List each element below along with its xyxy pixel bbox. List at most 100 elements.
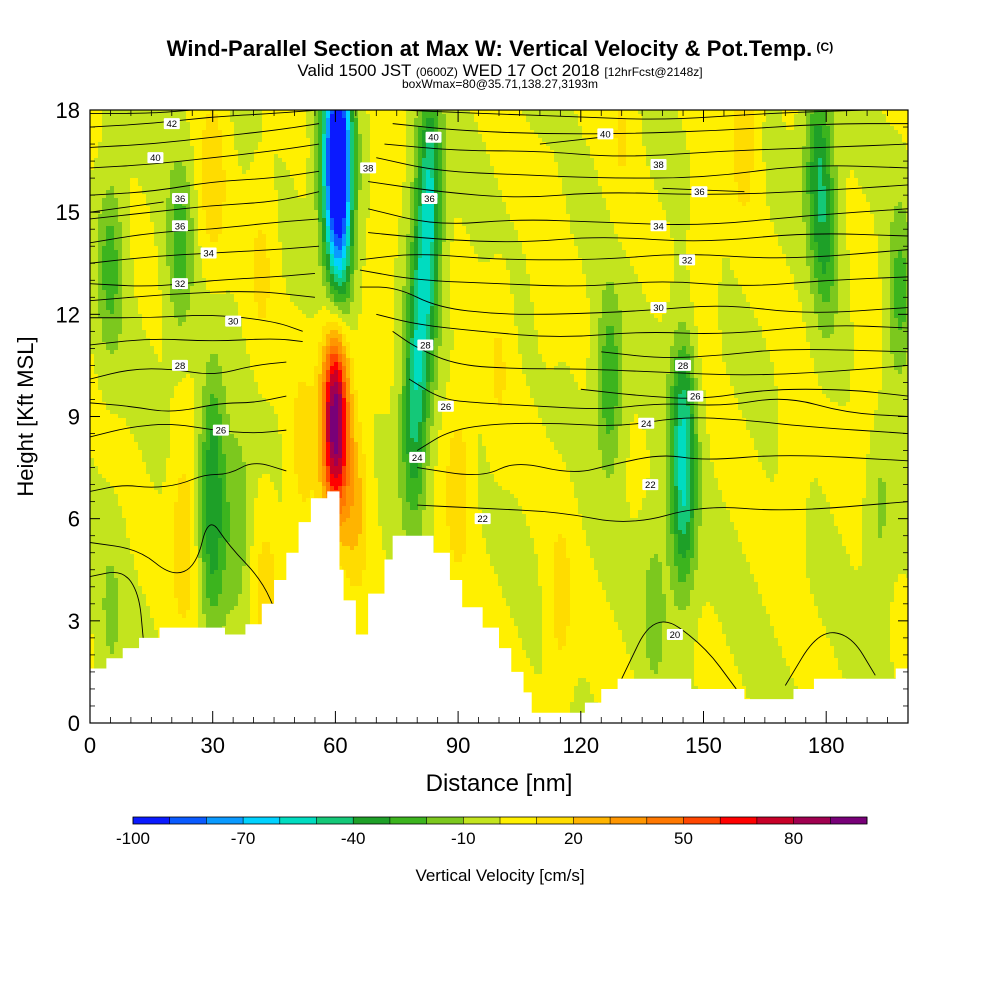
velocity-cell xyxy=(106,638,111,643)
velocity-cell xyxy=(142,226,147,231)
velocity-cell xyxy=(126,422,131,427)
velocity-cell xyxy=(190,278,195,283)
velocity-cell xyxy=(190,138,195,143)
velocity-cell xyxy=(102,330,107,335)
velocity-cell xyxy=(194,526,199,531)
velocity-cell xyxy=(182,466,187,471)
velocity-cell xyxy=(158,542,163,547)
velocity-cell xyxy=(138,202,143,207)
velocity-cell xyxy=(206,590,211,595)
velocity-cell xyxy=(210,470,215,475)
velocity-cell xyxy=(214,302,219,307)
velocity-cell xyxy=(214,334,219,339)
velocity-cell xyxy=(214,146,219,151)
velocity-cell xyxy=(194,210,199,215)
velocity-cell xyxy=(114,362,119,367)
velocity-cell xyxy=(102,410,107,415)
velocity-cell xyxy=(206,266,211,271)
velocity-cell xyxy=(206,146,211,151)
velocity-cell xyxy=(114,138,119,143)
velocity-cell xyxy=(98,346,103,351)
velocity-cell xyxy=(130,114,135,119)
velocity-cell xyxy=(134,218,139,223)
velocity-cell xyxy=(138,362,143,367)
velocity-cell xyxy=(138,626,143,631)
velocity-cell xyxy=(150,222,155,227)
velocity-cell xyxy=(126,222,131,227)
velocity-cell xyxy=(190,342,195,347)
velocity-cell xyxy=(166,146,171,151)
velocity-cell xyxy=(146,166,151,171)
velocity-cell xyxy=(162,154,167,159)
velocity-cell xyxy=(170,554,175,559)
velocity-cell xyxy=(162,342,167,347)
velocity-cell xyxy=(206,202,211,207)
velocity-cell xyxy=(134,474,139,479)
velocity-cell xyxy=(134,198,139,203)
velocity-cell xyxy=(110,394,115,399)
velocity-cell xyxy=(114,382,119,387)
velocity-cell xyxy=(150,394,155,399)
velocity-cell xyxy=(154,562,159,567)
velocity-cell xyxy=(198,362,203,367)
velocity-cell xyxy=(126,190,131,195)
velocity-cell xyxy=(110,582,115,587)
velocity-cell xyxy=(194,286,199,291)
velocity-cell xyxy=(214,114,219,119)
velocity-cell xyxy=(198,354,203,359)
velocity-cell xyxy=(146,262,151,267)
velocity-cell xyxy=(146,514,151,519)
velocity-cell xyxy=(90,518,95,523)
velocity-cell xyxy=(174,498,179,503)
velocity-cell xyxy=(98,458,103,463)
velocity-cell xyxy=(146,586,151,591)
velocity-cell xyxy=(154,526,159,531)
velocity-cell xyxy=(102,478,107,483)
velocity-cell xyxy=(138,358,143,363)
velocity-cell xyxy=(102,278,107,283)
velocity-cell xyxy=(214,170,219,175)
velocity-cell xyxy=(170,346,175,351)
velocity-cell xyxy=(214,214,219,219)
velocity-cell xyxy=(214,210,219,215)
velocity-cell xyxy=(118,266,123,271)
velocity-cell xyxy=(210,502,215,507)
velocity-cell xyxy=(102,398,107,403)
velocity-cell xyxy=(170,158,175,163)
velocity-cell xyxy=(198,526,203,531)
velocity-cell xyxy=(174,254,179,259)
velocity-cell xyxy=(178,378,183,383)
velocity-cell xyxy=(102,550,107,555)
velocity-cell xyxy=(166,350,171,355)
velocity-cell xyxy=(90,318,95,323)
velocity-cell xyxy=(178,446,183,451)
velocity-cell xyxy=(178,210,183,215)
velocity-cell xyxy=(206,326,211,331)
velocity-cell xyxy=(134,390,139,395)
velocity-cell xyxy=(130,254,135,259)
velocity-cell xyxy=(166,502,171,507)
velocity-cell xyxy=(98,370,103,375)
velocity-cell xyxy=(186,554,191,559)
velocity-cell xyxy=(130,390,135,395)
velocity-cell xyxy=(150,130,155,135)
velocity-cell xyxy=(158,378,163,383)
velocity-cell xyxy=(198,450,203,455)
velocity-cell xyxy=(186,250,191,255)
velocity-cell xyxy=(178,522,183,527)
velocity-cell xyxy=(110,498,115,503)
velocity-cell xyxy=(130,202,135,207)
velocity-cell xyxy=(154,282,159,287)
velocity-cell xyxy=(118,550,123,555)
velocity-cell xyxy=(106,418,111,423)
velocity-cell xyxy=(146,382,151,387)
velocity-cell xyxy=(166,434,171,439)
velocity-cell xyxy=(146,458,151,463)
velocity-cell xyxy=(166,566,171,571)
velocity-cell xyxy=(98,478,103,483)
velocity-cell xyxy=(110,246,115,251)
velocity-cell xyxy=(106,498,111,503)
velocity-cell xyxy=(202,502,207,507)
velocity-cell xyxy=(210,138,215,143)
velocity-cell xyxy=(166,254,171,259)
